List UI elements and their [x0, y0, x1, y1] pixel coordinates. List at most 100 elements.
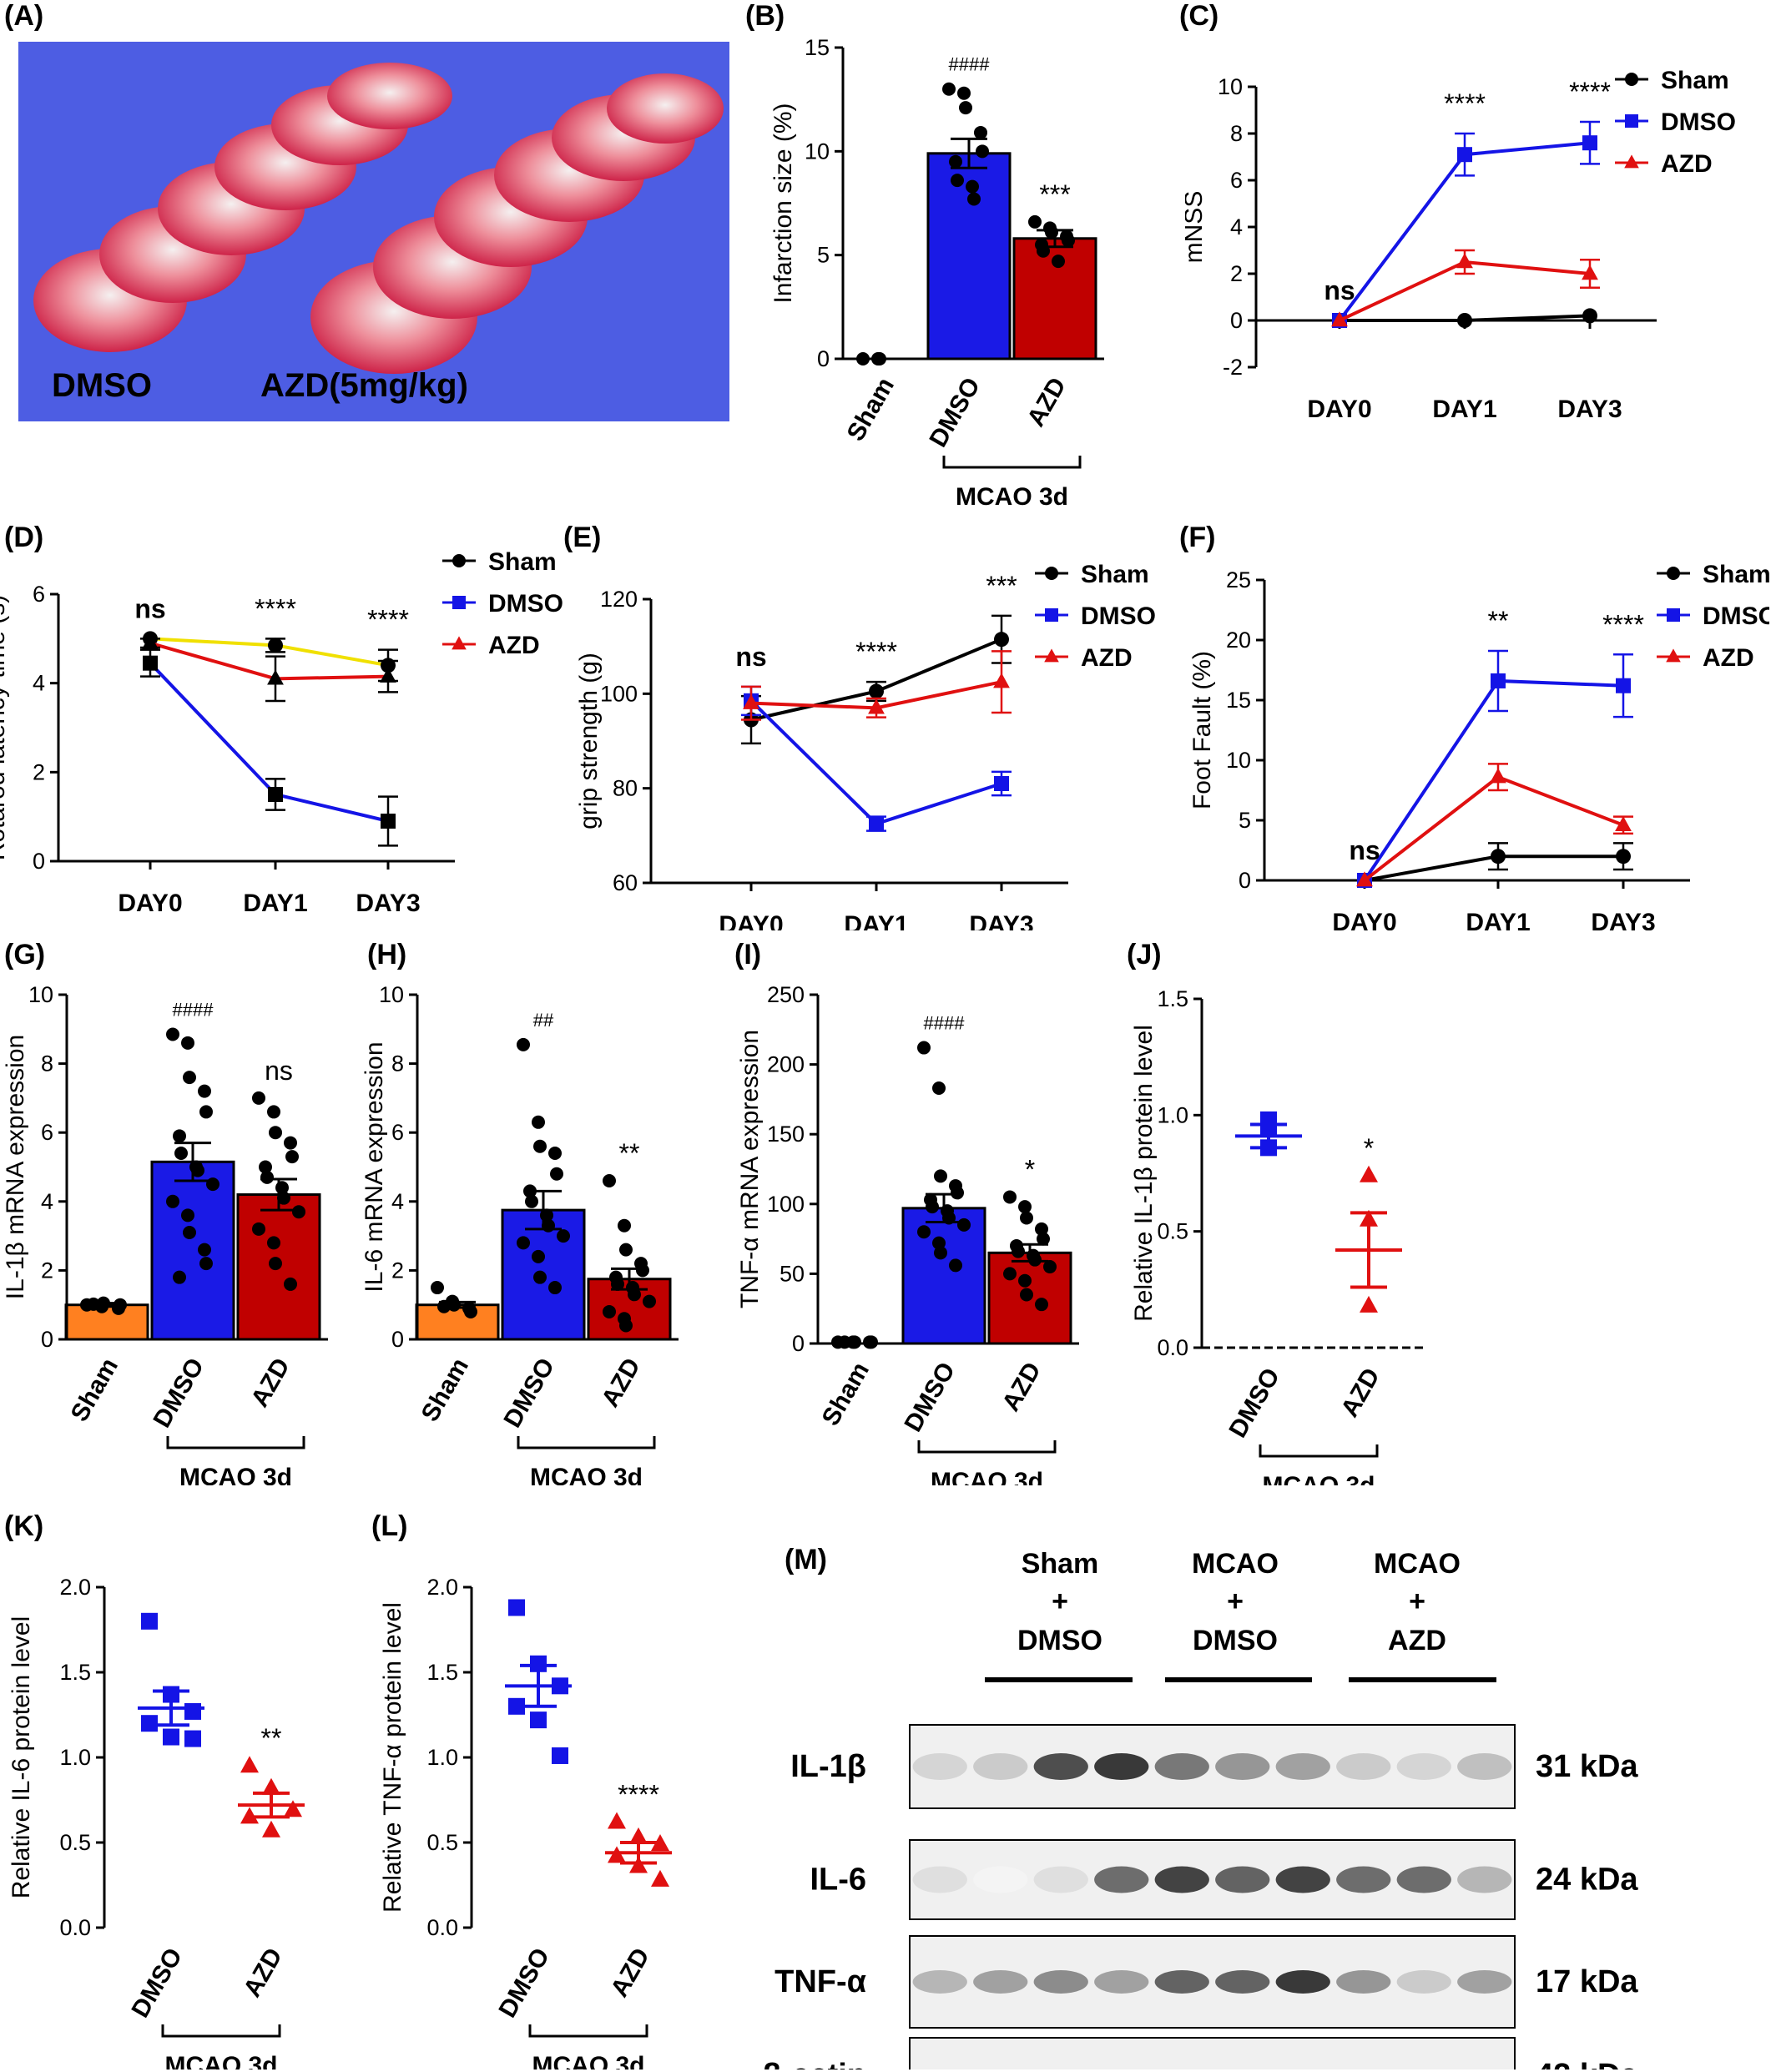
data-point — [431, 1281, 444, 1295]
y-tick-label: 200 — [767, 1052, 805, 1077]
data-point — [1018, 1273, 1032, 1288]
data-point — [183, 1225, 196, 1239]
data-point — [532, 1115, 545, 1129]
data-point — [517, 1037, 530, 1051]
x-tick-label: AZD — [997, 1358, 1047, 1416]
data-point — [284, 1277, 297, 1291]
blot-kda-label: 17 kDa — [1536, 1964, 1638, 1999]
blot-group-line1: MCAO — [1192, 1548, 1279, 1580]
data-point-azd — [1490, 768, 1506, 784]
x-tick-label: DAY0 — [1332, 909, 1396, 930]
panel-label-k: (K) — [4, 1510, 44, 1542]
y-axis-label: Infarction size (%) — [769, 103, 797, 303]
blot-group-line3: AZD — [1388, 1625, 1446, 1656]
data-point — [1012, 1244, 1025, 1258]
blot-band — [1457, 1753, 1512, 1780]
y-tick-label: 20 — [1226, 628, 1251, 653]
y-tick-label: 5 — [1239, 808, 1251, 833]
data-point — [917, 1225, 931, 1239]
data-point — [166, 1194, 179, 1208]
blot-band — [1336, 1866, 1391, 1893]
legend-label-dmso: DMSO — [1661, 108, 1736, 136]
blot-band — [1336, 1753, 1391, 1780]
data-point — [530, 1655, 547, 1672]
y-axis-label: Rotarod latency time (s) — [0, 595, 10, 860]
data-point — [608, 1812, 626, 1829]
x-tick-label: DAY0 — [118, 890, 182, 917]
legend-label-azd: AZD — [488, 632, 540, 659]
data-point — [166, 1027, 179, 1041]
y-tick-label: 0.5 — [1157, 1219, 1188, 1244]
blot-row-label: β-actin — [762, 2058, 866, 2069]
panel-label-h: (H) — [367, 939, 407, 970]
significance-label: *** — [1039, 179, 1070, 209]
y-tick-label: 2 — [41, 1258, 53, 1283]
panel-label-a: (A) — [4, 0, 44, 32]
data-point — [1052, 255, 1065, 269]
group-bracket — [166, 1436, 305, 1449]
x-tick-label: AZD — [239, 1943, 288, 2002]
y-tick-label: 10 — [1218, 74, 1243, 99]
data-point — [957, 86, 971, 100]
data-point — [608, 1846, 626, 1863]
y-tick-label: 150 — [767, 1122, 805, 1147]
data-point — [540, 1208, 553, 1223]
blot-band — [1154, 1753, 1209, 1780]
data-point — [97, 1296, 110, 1310]
data-point-sham — [268, 638, 283, 653]
blot-band — [912, 1970, 967, 1994]
y-tick-label: 0.5 — [426, 1830, 458, 1855]
data-point — [269, 1257, 282, 1271]
data-point — [173, 1270, 186, 1284]
data-point — [942, 82, 956, 96]
significance-label: **** — [1602, 609, 1644, 639]
data-point — [548, 1146, 562, 1160]
data-point — [1360, 1165, 1378, 1182]
significance-label: **** — [367, 605, 409, 635]
brain-slices-photo: DMSO AZD(5mg/kg) — [18, 42, 729, 421]
data-point-dmso — [1457, 147, 1472, 163]
legend-label-dmso: DMSO — [488, 590, 563, 618]
y-tick-label: 15 — [1226, 688, 1251, 713]
y-tick-label: 1.5 — [426, 1660, 458, 1685]
y-tick-label: 1.0 — [59, 1745, 91, 1770]
chart-il6-protein: DMSO ** AZD 0.0 0.5 1.0 1.5 2.0 Relative IL-6 pr… — [8, 1575, 305, 2069]
data-point — [464, 1304, 477, 1318]
significance-label: * — [1364, 1133, 1374, 1163]
legend-marker — [1624, 154, 1639, 169]
series-line-azd — [1363, 774, 1624, 882]
blot-kda-label: 42 kDa — [1536, 2058, 1638, 2069]
data-point-sham — [1491, 849, 1506, 865]
y-tick-label: 0.0 — [426, 1915, 458, 1940]
x-tick-label: Sham — [842, 373, 900, 446]
x-tick-label: DAY0 — [1307, 396, 1371, 423]
x-tick-label: AZD — [246, 1354, 295, 1412]
blot-band — [1154, 1970, 1209, 1994]
data-point — [437, 1299, 451, 1313]
data-point-azd — [743, 693, 759, 709]
data-point — [206, 1177, 219, 1192]
blot-band — [973, 1753, 1028, 1780]
blot-row-label: IL-6 — [810, 1863, 866, 1898]
x-tick-label: Sham — [817, 1358, 875, 1430]
blot-row-label: TNF-α — [774, 1964, 866, 1999]
group-bracket — [917, 1440, 1057, 1454]
legend-marker — [452, 596, 466, 609]
x-tick-label: DMSO — [924, 373, 986, 451]
significance-label: ns — [1324, 275, 1355, 305]
blot-group-line1: MCAO — [1374, 1548, 1461, 1580]
data-point — [611, 1277, 624, 1291]
x-tick-label: DAY1 — [243, 890, 307, 917]
y-tick-label: 60 — [613, 870, 638, 895]
blot-band — [1275, 1753, 1330, 1780]
data-point-azd — [1356, 871, 1373, 887]
y-tick-label: 6 — [391, 1120, 404, 1145]
group-bracket — [528, 2024, 648, 2038]
data-point — [262, 1777, 280, 1795]
y-tick-label: 10 — [28, 982, 53, 1007]
data-point-sham — [869, 683, 884, 699]
data-point — [1018, 1200, 1032, 1214]
blot-band — [1396, 1866, 1451, 1893]
legend-marker — [1667, 608, 1680, 622]
data-point — [603, 1174, 616, 1188]
